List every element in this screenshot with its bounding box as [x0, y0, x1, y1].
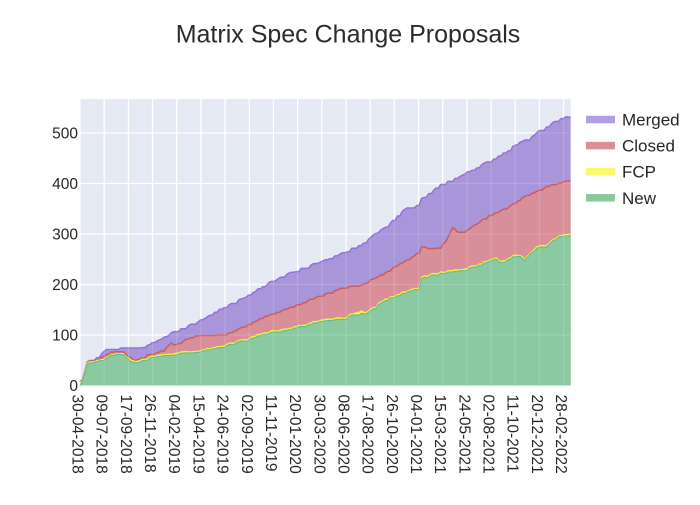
svg-text:Closed: Closed	[622, 137, 675, 156]
svg-text:11-10-2021: 11-10-2021	[504, 395, 521, 473]
svg-text:20-12-2021: 20-12-2021	[528, 395, 545, 474]
svg-text:02-09-2019: 02-09-2019	[238, 395, 255, 474]
svg-text:17-09-2018: 17-09-2018	[117, 395, 134, 474]
svg-text:15-04-2019: 15-04-2019	[189, 395, 206, 474]
svg-text:02-08-2021: 02-08-2021	[480, 395, 497, 474]
svg-text:28-02-2022: 28-02-2022	[552, 395, 569, 474]
svg-text:400: 400	[52, 176, 78, 193]
svg-text:26-10-2020: 26-10-2020	[383, 395, 400, 475]
svg-text:24-06-2019: 24-06-2019	[214, 395, 231, 474]
svg-text:08-06-2020: 08-06-2020	[335, 395, 352, 475]
svg-text:17-08-2020: 17-08-2020	[359, 395, 376, 475]
svg-text:24-05-2021: 24-05-2021	[455, 395, 472, 474]
svg-text:26-11-2018: 26-11-2018	[141, 395, 158, 473]
svg-text:100: 100	[52, 328, 78, 345]
svg-text:Matrix Spec Change Proposals: Matrix Spec Change Proposals	[176, 21, 521, 49]
svg-text:09-07-2018: 09-07-2018	[93, 395, 110, 474]
svg-text:500: 500	[52, 126, 78, 143]
svg-text:04-02-2019: 04-02-2019	[165, 395, 182, 474]
svg-text:300: 300	[52, 227, 78, 244]
svg-text:30-03-2020: 30-03-2020	[310, 395, 327, 475]
svg-text:0: 0	[69, 378, 78, 395]
svg-text:15-03-2021: 15-03-2021	[431, 395, 448, 474]
svg-text:30-04-2018: 30-04-2018	[69, 395, 86, 474]
svg-text:Merged: Merged	[622, 111, 680, 130]
svg-text:New: New	[622, 189, 657, 208]
svg-text:FCP: FCP	[622, 163, 656, 182]
svg-text:20-01-2020: 20-01-2020	[286, 395, 303, 475]
svg-text:04-01-2021: 04-01-2021	[407, 395, 424, 474]
svg-text:200: 200	[52, 277, 78, 294]
svg-text:11-11-2019: 11-11-2019	[262, 395, 279, 472]
